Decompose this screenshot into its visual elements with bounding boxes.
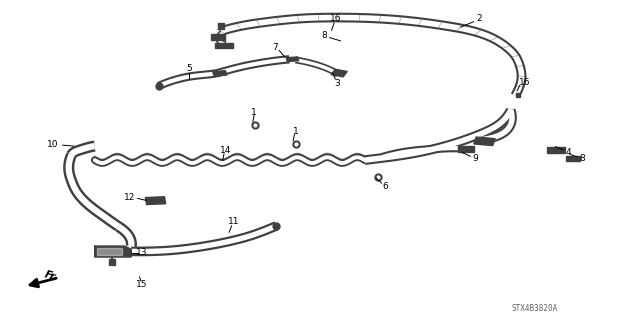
Bar (547, 147, 565, 153)
Bar (332, 69, 347, 77)
Polygon shape (97, 248, 122, 255)
Bar (458, 146, 474, 152)
Text: Fr.: Fr. (43, 269, 60, 283)
Text: STX4B3820A: STX4B3820A (511, 304, 557, 313)
Text: 7: 7 (273, 43, 278, 52)
Bar (212, 70, 227, 76)
Text: 11: 11 (228, 217, 239, 226)
Text: 16: 16 (330, 14, 341, 23)
Bar (211, 34, 225, 40)
Text: 8: 8 (321, 31, 326, 40)
Text: 5: 5 (186, 64, 191, 73)
Text: 1: 1 (252, 108, 257, 117)
Bar (215, 43, 233, 48)
Text: 10: 10 (47, 140, 58, 149)
Text: 2: 2 (476, 14, 481, 23)
Text: 13: 13 (136, 248, 148, 257)
Text: 12: 12 (124, 193, 135, 202)
Bar (566, 156, 580, 161)
Bar (286, 57, 299, 62)
Text: 4: 4 (566, 148, 571, 157)
Text: 8: 8 (580, 154, 585, 163)
Text: 15: 15 (136, 280, 148, 289)
Text: 3: 3 (335, 79, 340, 88)
Text: 9: 9 (472, 154, 477, 163)
Polygon shape (95, 246, 131, 257)
Bar (474, 137, 495, 145)
Text: 1: 1 (293, 127, 298, 136)
Text: 6: 6 (383, 182, 388, 191)
Text: 16: 16 (519, 78, 531, 87)
Text: 14: 14 (220, 146, 231, 155)
Bar (145, 197, 166, 204)
